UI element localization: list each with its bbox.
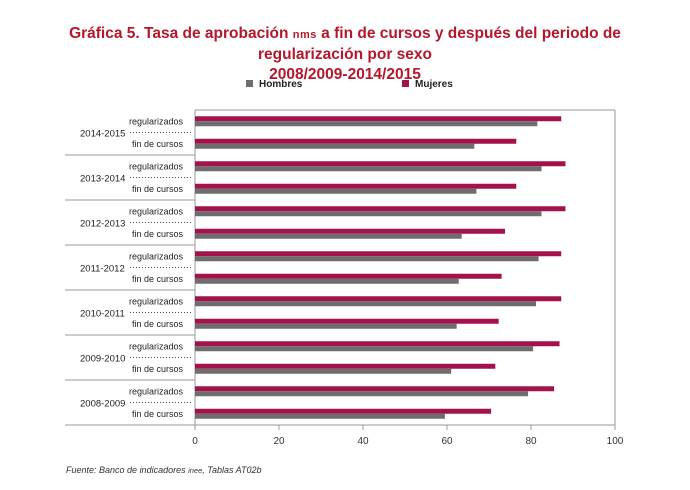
legend-swatch-hombres [246, 80, 253, 87]
x-tick-label: 20 [273, 436, 285, 447]
bar-hombres [195, 121, 538, 127]
bar-hombres [195, 323, 457, 329]
bar-mujeres [195, 138, 517, 144]
bar-mujeres [195, 296, 562, 302]
legend-label-hombres: Hombres [259, 79, 303, 90]
bar-mujeres [195, 183, 517, 189]
bar-mujeres [195, 408, 492, 414]
bar-mujeres [195, 318, 499, 324]
row-label: regularizados [129, 386, 184, 396]
row-label: regularizados [129, 296, 184, 306]
chart-title: Gráfica 5. Tasa de aprobación nms a fin … [20, 24, 670, 85]
row-label: fin de cursos [132, 364, 184, 374]
bar-mujeres [195, 341, 560, 347]
source-text2: , Tablas AT02b [202, 465, 262, 475]
title-part1: Gráfica 5. Tasa de aprobación [69, 25, 293, 42]
group-label: 2012-2013 [80, 219, 125, 230]
legend-label-mujeres: Mujeres [415, 79, 453, 90]
group-label: 2010-2011 [80, 309, 125, 320]
bar-hombres [195, 368, 452, 374]
x-tick-label: 40 [357, 436, 369, 447]
row-label: regularizados [129, 206, 184, 216]
group-label: 2014-2015 [80, 129, 125, 140]
bar-hombres [195, 278, 459, 284]
bar-hombres [195, 391, 529, 397]
bar-hombres [195, 346, 534, 352]
row-label: fin de cursos [132, 319, 184, 329]
source-label: Fuente: [66, 465, 97, 475]
source-text1: Banco de indicadores [96, 465, 189, 475]
bar-mujeres [195, 206, 566, 212]
row-label: fin de cursos [132, 184, 184, 194]
row-label: regularizados [129, 341, 184, 351]
bar-mujeres [195, 116, 562, 122]
bar-mujeres [195, 386, 555, 392]
legend-swatch-mujeres [402, 80, 409, 87]
bar-hombres [195, 256, 539, 262]
bar-mujeres [195, 273, 502, 279]
bar-hombres [195, 413, 445, 419]
row-label: regularizados [129, 161, 184, 171]
x-tick-label: 60 [441, 436, 453, 447]
bar-mujeres [195, 161, 566, 167]
row-label: regularizados [129, 251, 184, 261]
x-tick-label: 0 [192, 436, 198, 447]
title-nms: nms [292, 29, 317, 41]
bar-hombres [195, 166, 542, 172]
group-label: 2008-2009 [80, 399, 125, 410]
group-label: 2013-2014 [80, 174, 125, 185]
row-label: fin de cursos [132, 229, 184, 239]
x-tick-label: 100 [607, 436, 624, 447]
group-label: 2009-2010 [80, 354, 125, 365]
source-note: Fuente: Banco de indicadores inee, Tabla… [66, 465, 261, 475]
row-label: fin de cursos [132, 139, 184, 149]
bar-mujeres [195, 251, 562, 257]
bar-hombres [195, 301, 537, 307]
group-label: 2011-2012 [80, 264, 125, 275]
bar-hombres [195, 143, 475, 149]
bar-hombres [195, 233, 462, 239]
bar-mujeres [195, 363, 496, 369]
title-line2: 2008/2009-2014/2015 [269, 66, 421, 83]
row-label: regularizados [129, 116, 184, 126]
row-label: fin de cursos [132, 409, 184, 419]
bar-hombres [195, 211, 542, 217]
title-part2: a fin de cursos y después del periodo de… [258, 25, 621, 63]
bar-mujeres [195, 228, 505, 234]
row-label: fin de cursos [132, 274, 184, 284]
source-inee: inee [188, 466, 203, 475]
x-tick-label: 80 [525, 436, 537, 447]
bar-hombres [195, 188, 477, 194]
